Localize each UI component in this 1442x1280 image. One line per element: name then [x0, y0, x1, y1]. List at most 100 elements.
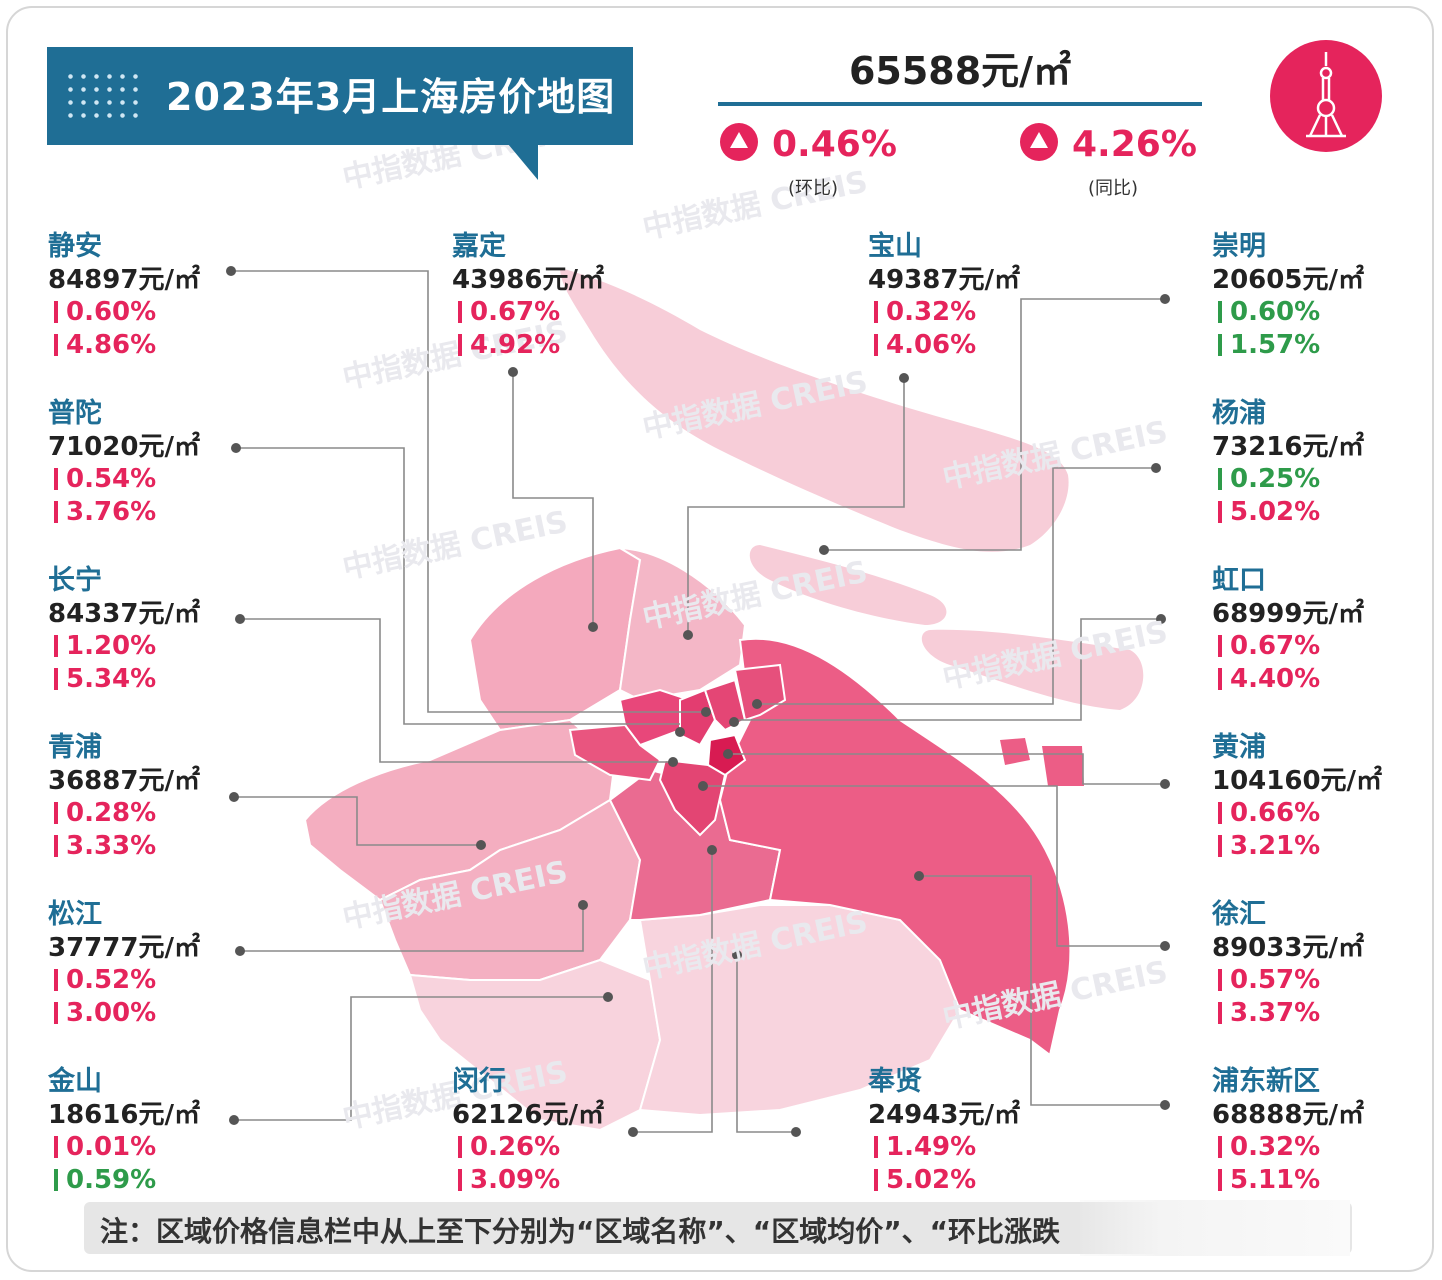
district-mom-value: 0.32%: [1230, 1132, 1321, 1162]
title-banner: [47, 47, 633, 145]
up-arrow-icon: [1218, 1002, 1222, 1024]
district-mom: 0.60%: [48, 296, 268, 329]
district-name: 闵行: [452, 1066, 506, 1097]
district-mom-value: 0.26%: [470, 1132, 561, 1162]
district-mom-value: 1.49%: [886, 1132, 977, 1162]
district-yoy-value: 5.02%: [886, 1165, 977, 1195]
district-name: 松江: [48, 899, 102, 930]
district-name: 浦东新区: [1212, 1066, 1320, 1097]
up-arrow-icon: [458, 1169, 462, 1191]
district-price: 89033元/㎡: [1212, 933, 1364, 963]
up-arrow-icon: [458, 334, 462, 356]
district-songjiang: 松江 37777元/㎡ 0.52% 3.00%: [48, 898, 268, 1030]
district-yoy-value: 4.40%: [1230, 664, 1321, 694]
district-yoy: 3.33%: [48, 830, 268, 863]
down-arrow-icon: [1218, 468, 1222, 490]
district-yoy-value: 1.57%: [1230, 330, 1321, 360]
map-islet-1: [1000, 738, 1030, 765]
district-name: 奉贤: [868, 1066, 922, 1097]
district-name: 宝山: [868, 231, 922, 262]
mom-change: 0.46%: [720, 123, 897, 165]
district-yoy: 3.76%: [48, 496, 268, 529]
up-arrow-icon: [1218, 635, 1222, 657]
up-arrow-icon: [54, 334, 58, 356]
district-price: 71020元/㎡: [48, 432, 200, 462]
leader-minhang-b: [736, 955, 796, 1133]
up-arrow-icon: [54, 1136, 58, 1158]
district-yoy-value: 4.92%: [470, 330, 561, 360]
leader-songjiang: [240, 905, 584, 952]
district-name: 嘉定: [452, 231, 506, 262]
district-yoy-value: 3.76%: [66, 497, 157, 527]
district-mom: 0.66%: [1212, 797, 1432, 830]
district-price: 49387元/㎡: [868, 265, 1020, 295]
leader-pudong: [919, 875, 1165, 1106]
map-yangpu: [733, 663, 787, 722]
district-mom: 0.32%: [868, 296, 1088, 329]
district-price: 84337元/㎡: [48, 599, 200, 629]
district-name: 长宁: [48, 565, 102, 596]
map-fengxian: [638, 904, 962, 1117]
district-mom: 0.28%: [48, 797, 268, 830]
leader-changning: [240, 618, 673, 763]
district-price: 18616元/㎡: [48, 1100, 200, 1130]
district-xuhui: 徐汇 89033元/㎡ 0.57% 3.37%: [1212, 898, 1432, 1030]
district-mom-value: 0.52%: [66, 965, 157, 995]
up-arrow-icon: [874, 1169, 878, 1191]
up-arrow-icon: [1218, 1136, 1222, 1158]
leader-xuhui: [703, 785, 1165, 947]
district-mom-value: 0.57%: [1230, 965, 1321, 995]
district-name: 崇明: [1212, 231, 1266, 262]
page-title: 2023年3月上海房价地图: [166, 75, 616, 119]
district-price: 36887元/㎡: [48, 766, 200, 796]
yoy-label: (同比): [1088, 178, 1139, 199]
up-arrow-icon: [1218, 501, 1222, 523]
district-pudong: 浦东新区 68888元/㎡ 0.32% 5.11%: [1212, 1065, 1432, 1197]
leader-yangpu: [757, 467, 1156, 705]
district-name: 静安: [48, 231, 102, 262]
mom-label: (环比): [788, 178, 839, 199]
up-arrow-icon: [54, 802, 58, 824]
title-banner-notch: [508, 144, 538, 180]
district-name: 虹口: [1212, 565, 1266, 596]
district-yoy: 3.09%: [452, 1164, 672, 1197]
district-mom: 1.49%: [868, 1131, 1088, 1164]
district-qingpu: 青浦 36887元/㎡ 0.28% 3.33%: [48, 731, 268, 863]
district-yoy: 5.02%: [868, 1164, 1088, 1197]
district-yoy: 5.34%: [48, 663, 268, 696]
map-chongming: [560, 268, 1069, 552]
up-arrow-icon: [1218, 802, 1222, 824]
note-blur: [1080, 1200, 1350, 1256]
district-mom-value: 0.66%: [1230, 798, 1321, 828]
district-yoy: 3.00%: [48, 997, 268, 1030]
up-arrow-icon: [874, 301, 878, 323]
yoy-change: 4.26%: [1020, 123, 1197, 165]
district-yoy-value: 0.59%: [66, 1165, 157, 1195]
district-mom-value: 0.25%: [1230, 464, 1321, 494]
leader-jingan: [231, 270, 706, 713]
district-price: 68999元/㎡: [1212, 599, 1364, 629]
district-price: 37777元/㎡: [48, 933, 200, 963]
district-yoy-value: 5.02%: [1230, 497, 1321, 527]
district-chongming: 崇明 20605元/㎡ 0.60% 1.57%: [1212, 230, 1432, 362]
district-yangpu: 杨浦 73216元/㎡ 0.25% 5.02%: [1212, 397, 1432, 529]
average-price-underline: [718, 102, 1202, 106]
map-islet-2: [1042, 746, 1084, 786]
district-yoy-value: 3.09%: [470, 1165, 561, 1195]
district-yoy-value: 4.06%: [886, 330, 977, 360]
leader-putuo: [236, 447, 680, 725]
district-mom: 0.32%: [1212, 1131, 1432, 1164]
district-mom: 0.54%: [48, 463, 268, 496]
tower-logo: [1270, 40, 1382, 152]
up-arrow-icon: [720, 123, 758, 161]
up-arrow-icon: [1218, 969, 1222, 991]
district-mom: 0.01%: [48, 1131, 268, 1164]
district-jingan: 静安 84897元/㎡ 0.60% 4.86%: [48, 230, 268, 362]
district-jinshan: 金山 18616元/㎡ 0.01% 0.59%: [48, 1065, 268, 1197]
district-yoy: 3.21%: [1212, 830, 1432, 863]
district-mom: 0.57%: [1212, 964, 1432, 997]
up-arrow-icon: [1218, 668, 1222, 690]
average-price: 65588元/㎡: [848, 49, 1072, 93]
district-yoy: 4.40%: [1212, 663, 1432, 696]
